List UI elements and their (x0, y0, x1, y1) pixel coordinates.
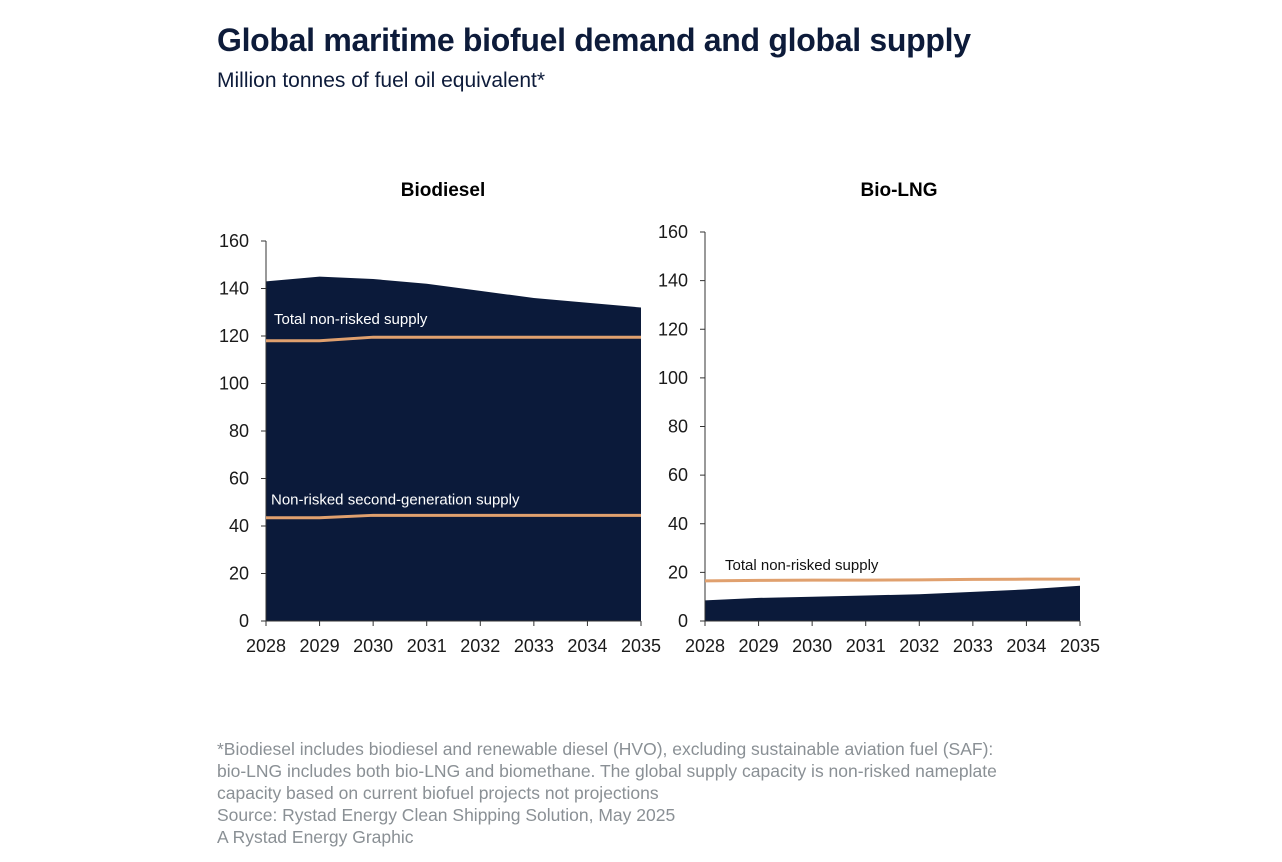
x-tick-label: 2035 (1060, 636, 1100, 656)
y-tick-label: 80 (229, 421, 249, 441)
y-tick-label: 80 (668, 417, 688, 437)
x-tick-label: 2030 (353, 636, 393, 656)
y-tick-label: 100 (658, 368, 688, 388)
y-tick-label: 60 (229, 469, 249, 489)
x-tick-label: 2029 (739, 636, 779, 656)
y-tick-label: 120 (219, 326, 249, 346)
y-tick-label: 120 (658, 319, 688, 339)
y-tick-label: 60 (668, 465, 688, 485)
y-tick-label: 140 (219, 279, 249, 299)
supply-line (266, 513, 641, 520)
x-tick-label: 2028 (685, 636, 725, 656)
supply-line (266, 335, 641, 343)
x-tick-label: 2032 (899, 636, 939, 656)
chart-panel-bio-lng: Bio-LNG 0 20 40 60 80 100 120 140 160 2028 2029 2030… (658, 180, 1100, 656)
y-tick-label: 100 (219, 374, 249, 394)
y-tick-label: 0 (239, 611, 249, 631)
demand-area (705, 585, 1080, 621)
x-tick-label: 2033 (953, 636, 993, 656)
supply-line-label: Total non-risked supply (274, 311, 428, 328)
y-tick-label: 140 (658, 271, 688, 291)
chart-panel-biodiesel: Biodiesel 0 20 40 60 80 100 120 140 160 2028 2029 20… (219, 180, 661, 656)
y-tick-label: 20 (229, 564, 249, 584)
page-subtitle: Million tonnes of fuel oil equivalent* (217, 69, 546, 92)
supply-line (704, 577, 1080, 583)
y-tick-label: 40 (668, 514, 688, 534)
x-tick-label: 2034 (567, 636, 607, 656)
x-tick-label: 2030 (792, 636, 832, 656)
x-tick-label: 2031 (407, 636, 447, 656)
x-tick-label: 2029 (300, 636, 340, 656)
panel-title: Biodiesel (401, 180, 485, 201)
page-title: Global maritime biofuel demand and globa… (217, 22, 971, 58)
y-tick-label: 20 (668, 562, 688, 582)
y-tick-label: 0 (678, 611, 688, 631)
x-tick-label: 2031 (846, 636, 886, 656)
footnote: *Biodiesel includes biodiesel and renewa… (217, 738, 1177, 848)
y-tick-label: 160 (219, 231, 249, 251)
x-tick-label: 2028 (246, 636, 286, 656)
panel-title: Bio-LNG (860, 180, 937, 201)
supply-line-label: Non-risked second-generation supply (271, 492, 520, 509)
x-tick-label: 2032 (460, 636, 500, 656)
x-tick-label: 2034 (1006, 636, 1046, 656)
footnote-line: *Biodiesel includes biodiesel and renewa… (217, 739, 994, 759)
source-line: Source: Rystad Energy Clean Shipping Sol… (217, 805, 676, 825)
footnote-line: capacity based on current biofuel projec… (217, 783, 659, 803)
x-tick-label: 2033 (514, 636, 554, 656)
y-tick-label: 40 (229, 516, 249, 536)
demand-area (266, 276, 641, 621)
footnote-line: bio-LNG includes both bio-LNG and biomet… (217, 761, 997, 781)
credit-line: A Rystad Energy Graphic (217, 827, 414, 847)
y-tick-label: 160 (658, 222, 688, 242)
supply-line-label: Total non-risked supply (725, 557, 879, 574)
x-tick-label: 2035 (621, 636, 661, 656)
